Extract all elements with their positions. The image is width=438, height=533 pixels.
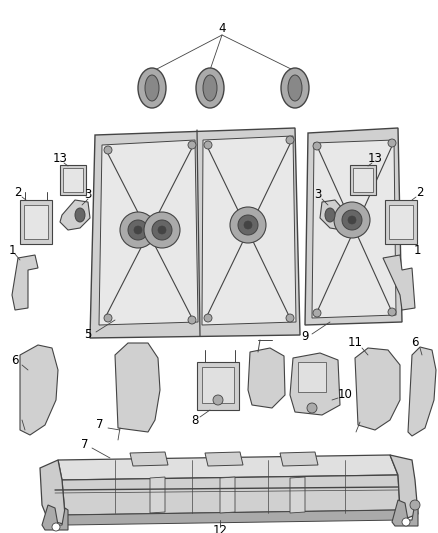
Polygon shape	[392, 500, 418, 526]
Ellipse shape	[281, 68, 309, 108]
Bar	[350, 165, 376, 195]
Polygon shape	[205, 452, 243, 466]
Polygon shape	[115, 343, 160, 432]
Ellipse shape	[313, 309, 321, 317]
Ellipse shape	[75, 208, 85, 222]
Text: 8: 8	[191, 414, 199, 426]
Polygon shape	[202, 136, 296, 325]
Text: 3: 3	[314, 189, 321, 201]
Ellipse shape	[244, 221, 252, 229]
Polygon shape	[99, 140, 198, 325]
Ellipse shape	[230, 207, 266, 243]
Ellipse shape	[388, 308, 396, 316]
Polygon shape	[60, 200, 90, 230]
Text: 4: 4	[218, 21, 226, 35]
Bar	[197, 362, 239, 410]
Bar	[202, 367, 234, 403]
Polygon shape	[290, 353, 340, 415]
Text: 13: 13	[53, 151, 67, 165]
Polygon shape	[150, 477, 165, 513]
Polygon shape	[62, 475, 400, 515]
Text: 5: 5	[84, 328, 92, 342]
Ellipse shape	[188, 141, 196, 149]
Ellipse shape	[128, 220, 148, 240]
Polygon shape	[290, 477, 305, 513]
Ellipse shape	[203, 75, 217, 101]
Ellipse shape	[204, 141, 212, 149]
Ellipse shape	[52, 523, 60, 531]
Polygon shape	[248, 348, 285, 408]
Ellipse shape	[213, 395, 223, 405]
Ellipse shape	[288, 75, 302, 101]
Text: 3: 3	[84, 189, 92, 201]
Ellipse shape	[158, 226, 166, 234]
Polygon shape	[20, 345, 58, 435]
Bar	[60, 165, 86, 195]
Polygon shape	[42, 505, 68, 530]
Text: 2: 2	[14, 187, 22, 199]
Bar	[385, 200, 417, 244]
Ellipse shape	[204, 314, 212, 322]
Bar	[63, 168, 83, 192]
Ellipse shape	[238, 215, 258, 235]
Polygon shape	[90, 128, 300, 338]
Ellipse shape	[334, 202, 370, 238]
Polygon shape	[58, 455, 398, 480]
Bar	[24, 205, 48, 239]
Text: 10: 10	[338, 389, 353, 401]
Ellipse shape	[342, 210, 362, 230]
Polygon shape	[130, 452, 168, 466]
Ellipse shape	[188, 316, 196, 324]
Ellipse shape	[145, 75, 159, 101]
Text: 2: 2	[416, 187, 424, 199]
Ellipse shape	[120, 212, 156, 248]
Bar	[298, 362, 326, 392]
Polygon shape	[390, 455, 418, 520]
Polygon shape	[65, 510, 402, 525]
Ellipse shape	[286, 136, 294, 144]
Ellipse shape	[348, 216, 356, 224]
Ellipse shape	[152, 220, 172, 240]
Polygon shape	[383, 255, 415, 310]
Ellipse shape	[325, 208, 335, 222]
Ellipse shape	[307, 403, 317, 413]
Ellipse shape	[134, 226, 142, 234]
Text: 6: 6	[411, 335, 419, 349]
Ellipse shape	[402, 518, 410, 526]
Text: 13: 13	[367, 151, 382, 165]
Polygon shape	[320, 200, 350, 230]
Text: 1: 1	[8, 244, 16, 256]
Text: 7: 7	[81, 439, 89, 451]
Text: 6: 6	[11, 353, 19, 367]
Text: 12: 12	[212, 523, 227, 533]
Ellipse shape	[286, 314, 294, 322]
Bar	[20, 200, 52, 244]
Ellipse shape	[104, 314, 112, 322]
Text: 11: 11	[347, 335, 363, 349]
Ellipse shape	[138, 68, 166, 108]
Text: 9: 9	[301, 330, 309, 343]
Ellipse shape	[410, 500, 420, 510]
Ellipse shape	[104, 146, 112, 154]
Bar	[389, 205, 413, 239]
Polygon shape	[40, 460, 67, 525]
Polygon shape	[305, 128, 402, 325]
Ellipse shape	[144, 212, 180, 248]
Polygon shape	[220, 477, 235, 513]
Ellipse shape	[313, 142, 321, 150]
Polygon shape	[355, 348, 400, 430]
Ellipse shape	[196, 68, 224, 108]
Polygon shape	[408, 347, 436, 436]
Polygon shape	[12, 255, 38, 310]
Bar	[353, 168, 373, 192]
Polygon shape	[312, 140, 396, 318]
Polygon shape	[280, 452, 318, 466]
Text: 1: 1	[414, 244, 426, 256]
Ellipse shape	[388, 139, 396, 147]
Text: 7: 7	[96, 418, 104, 432]
